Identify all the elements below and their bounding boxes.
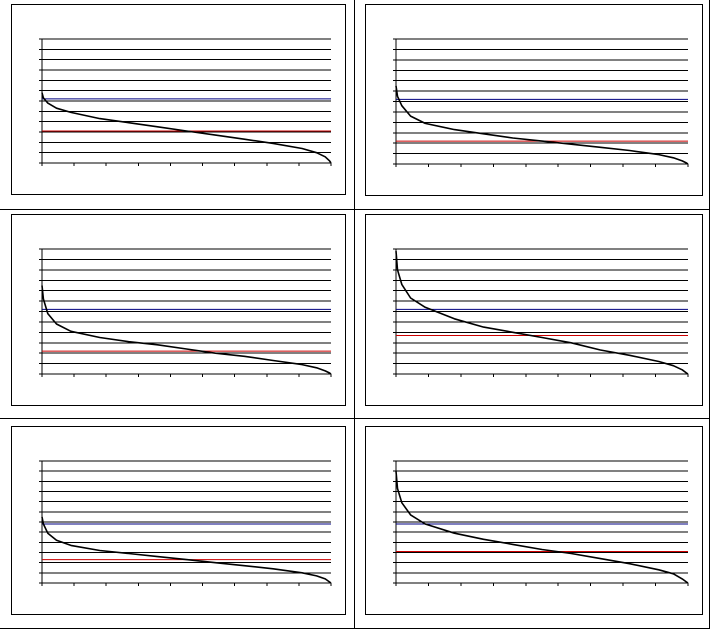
chart-panel-1 bbox=[11, 4, 346, 195]
chart-panel-3 bbox=[11, 214, 346, 406]
chart-svg-1 bbox=[39, 38, 332, 166]
chart-svg-3 bbox=[39, 248, 332, 377]
chart-panel-5 bbox=[11, 426, 346, 615]
series-line bbox=[395, 85, 689, 165]
series-line bbox=[395, 251, 689, 375]
series-line bbox=[41, 92, 332, 164]
chart-panel-6 bbox=[365, 426, 703, 615]
chart-panel-2 bbox=[365, 4, 703, 196]
chart-svg-5 bbox=[39, 460, 332, 586]
chart-svg-6 bbox=[393, 460, 689, 586]
chart-panel-4 bbox=[365, 214, 703, 406]
horizontal-divider-2 bbox=[0, 418, 710, 419]
series-line bbox=[395, 471, 689, 584]
horizontal-divider-1 bbox=[0, 209, 710, 210]
chart-svg-4 bbox=[393, 248, 689, 377]
series-line bbox=[41, 516, 332, 584]
chart-svg-2 bbox=[393, 38, 689, 167]
vertical-divider bbox=[354, 0, 355, 629]
series-line bbox=[41, 285, 332, 375]
